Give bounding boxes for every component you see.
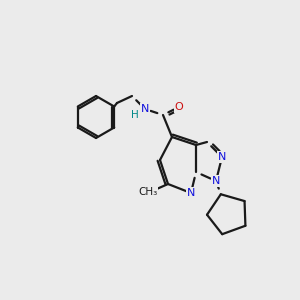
- Text: N: N: [212, 176, 220, 186]
- Text: H: H: [131, 110, 139, 120]
- Text: O: O: [175, 102, 183, 112]
- Text: N: N: [141, 104, 149, 114]
- Text: CH₃: CH₃: [138, 187, 158, 197]
- Text: N: N: [218, 152, 226, 162]
- Text: N: N: [187, 188, 195, 198]
